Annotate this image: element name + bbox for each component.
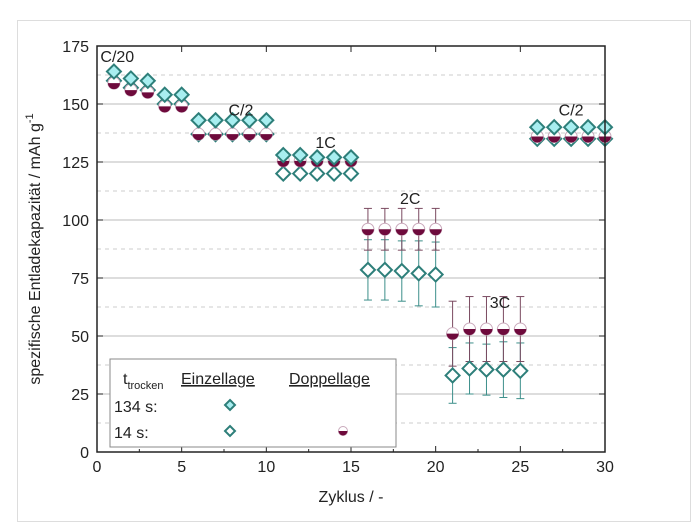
diamond-marker: [240, 111, 258, 129]
diamond-marker: [139, 72, 157, 90]
circle-marker-fill: [338, 431, 348, 436]
diamond-marker: [393, 262, 411, 280]
diamond-marker: [274, 165, 292, 183]
diamond-marker: [461, 360, 478, 377]
circle-marker-fill: [412, 229, 425, 236]
diamond-marker: [376, 261, 394, 279]
diamond-marker: [291, 165, 309, 183]
diamond-marker: [562, 118, 580, 136]
diamond-marker: [156, 86, 174, 104]
diamond-marker: [223, 424, 237, 438]
diamond-marker: [478, 361, 495, 379]
circle-marker-fill: [446, 333, 459, 340]
diamond-marker: [342, 165, 360, 183]
y-tick-label: 50: [71, 329, 89, 346]
circle-marker-fill: [497, 329, 510, 336]
x-tick-label: 5: [177, 459, 186, 476]
y-tick-label: 75: [71, 271, 89, 288]
diamond-marker: [325, 148, 343, 166]
svg-text:ttrocken: ttrocken: [123, 371, 164, 392]
diamond-marker: [325, 165, 343, 183]
circle-marker-fill: [582, 136, 595, 143]
diamond-marker: [291, 146, 309, 164]
diamond-marker: [494, 361, 512, 379]
circle-marker-fill: [514, 329, 527, 336]
circle-marker-fill: [463, 329, 476, 336]
diamond-marker: [257, 111, 275, 129]
circle-marker-fill: [361, 229, 374, 236]
rate-annotation: 3C: [490, 295, 510, 312]
x-tick-label: 30: [596, 459, 614, 476]
y-tick-label: 150: [62, 97, 89, 114]
diamond-marker: [528, 118, 546, 136]
legend: ttrocken Einzellage Doppellage 134 s: 14…: [109, 358, 397, 448]
circle-marker-fill: [395, 229, 408, 236]
x-axis-label: Zyklus / -: [319, 489, 384, 506]
circle-marker-fill: [209, 134, 222, 141]
x-tick-label: 15: [342, 459, 360, 476]
x-tick-label: 0: [93, 459, 102, 476]
x-tick-label: 25: [511, 459, 529, 476]
circle-marker-fill: [294, 160, 307, 167]
diamond-marker: [359, 261, 377, 279]
x-tick-label: 10: [257, 459, 275, 476]
x-tick-label: 20: [427, 459, 445, 476]
legend-header-t: t: [123, 371, 128, 388]
diamond-marker: [410, 264, 428, 282]
circle-marker-fill: [124, 90, 137, 97]
legend-header-sub: trocken: [127, 380, 163, 392]
y-tick-label: 125: [62, 155, 89, 172]
diamond-marker: [105, 63, 123, 80]
diamond-marker: [308, 148, 326, 166]
diamond-marker: [173, 86, 191, 104]
diamond-marker: [545, 118, 563, 136]
circle-marker-fill: [565, 136, 578, 143]
y-tick-label: 0: [80, 445, 89, 462]
diamond-marker: [190, 111, 208, 129]
rate-annotation: C/2: [228, 103, 253, 120]
legend-box: [109, 358, 397, 448]
circle-marker-fill: [378, 229, 391, 236]
data-points: [105, 63, 614, 384]
rate-annotation: C/2: [559, 103, 584, 120]
circle-marker-fill: [192, 134, 205, 141]
circle-marker-fill: [158, 106, 171, 113]
diamond-marker: [223, 398, 237, 412]
circle-marker-fill: [175, 106, 188, 113]
circle-marker-fill: [548, 136, 561, 143]
y-tick-label: 100: [62, 213, 89, 230]
y-tick-label: 25: [71, 387, 89, 404]
legend-col-einzellage: Einzellage: [181, 371, 255, 388]
circle-marker-fill: [243, 134, 256, 141]
diamond-marker: [511, 362, 529, 380]
rate-annotation: 1C: [315, 135, 335, 152]
circle-marker-fill: [107, 83, 120, 90]
legend-row-134s: 134 s:: [114, 399, 158, 416]
circle-marker-fill: [429, 229, 442, 236]
y-axis-label: spezifische Entladekapazität / mAh g-1: [24, 113, 44, 384]
circle-marker-fill: [531, 136, 544, 143]
diamond-marker: [207, 111, 224, 129]
circle-marker-fill: [277, 160, 290, 167]
diamond-marker: [579, 118, 597, 136]
diamond-marker: [122, 70, 140, 87]
legend-row-14s: 14 s:: [114, 425, 149, 442]
annotations: C/20 C/2 1C 2C 3C C/2: [100, 49, 583, 312]
circle-marker-fill: [480, 329, 493, 336]
rate-annotation: C/20: [100, 49, 134, 66]
circle-marker-fill: [141, 92, 154, 99]
diamond-marker: [342, 148, 360, 166]
circle-marker-fill: [260, 134, 273, 141]
circle-marker-fill: [226, 134, 239, 141]
diamond-marker: [444, 367, 462, 384]
diamond-marker: [224, 111, 241, 129]
diamond-marker: [274, 146, 292, 164]
diamond-marker: [427, 266, 445, 283]
diamond-marker: [308, 165, 326, 183]
rate-annotation: 2C: [400, 191, 420, 208]
y-tick-label: 175: [62, 39, 89, 56]
chart: 0 5 10 15 20 25 30 0 25 50 75 100 125 150 175 C/20 C/2 1…: [24, 39, 614, 506]
legend-col-doppellage: Doppellage: [289, 371, 370, 388]
